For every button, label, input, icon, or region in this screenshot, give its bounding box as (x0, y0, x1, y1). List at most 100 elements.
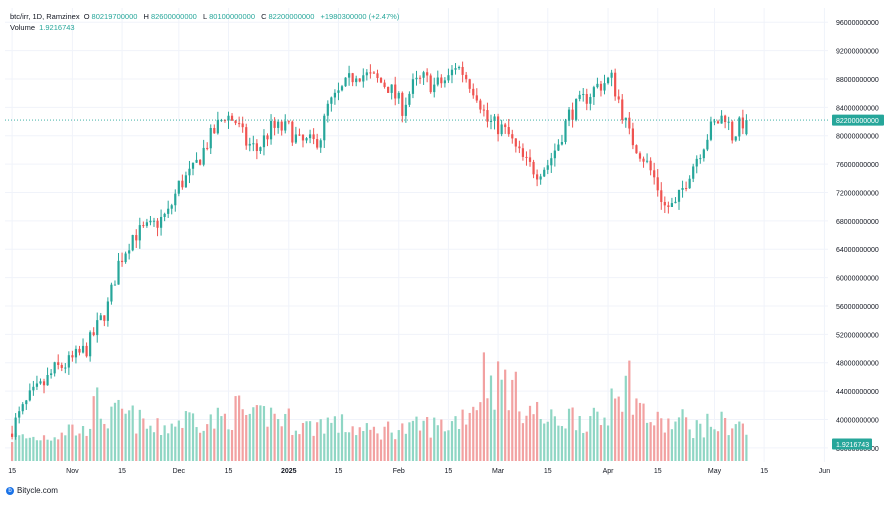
brand-footer[interactable]: b Bitycle.com (6, 486, 58, 495)
current-price-tag (832, 114, 884, 126)
x-tick-label: 15 (118, 468, 126, 475)
volume-bar (163, 425, 166, 461)
candle-body (71, 355, 74, 358)
candle-body (500, 124, 503, 135)
volume-bar (280, 426, 283, 461)
candle-body (578, 94, 581, 99)
volume-bar (553, 416, 556, 461)
x-tick-label: 15 (760, 468, 768, 475)
legend-low: L 80100000000 (202, 12, 255, 21)
candle-body (415, 77, 418, 80)
x-tick-label: Nov (66, 468, 79, 475)
volume-bar (305, 421, 308, 461)
volume-bar (18, 435, 21, 461)
candle-body (103, 315, 106, 321)
volume-bar (681, 409, 684, 461)
volume-bar (248, 413, 251, 461)
volume-bar (713, 429, 716, 461)
candle-body (330, 97, 333, 104)
y-axis[interactable]: 96000000000 92000000000 88000000000 8400000… (832, 20, 884, 453)
volume-bar (50, 440, 53, 461)
volume-bar (42, 435, 46, 461)
volume-bar (184, 411, 188, 461)
candle-body (614, 72, 617, 97)
volume-bar (685, 417, 688, 461)
candle-body (255, 143, 258, 152)
candle-body (745, 120, 748, 135)
candle-body (401, 92, 404, 116)
candle-body (557, 144, 560, 151)
volume-bar (174, 426, 177, 461)
volume-bar (394, 439, 397, 461)
volume-bar (245, 414, 248, 461)
candle-body (479, 100, 482, 110)
candle-body (638, 153, 642, 159)
y-tick-label: 60000000000 (836, 276, 879, 283)
volume-bar (418, 430, 422, 461)
candle-body (340, 86, 344, 91)
volume-bar (514, 371, 517, 461)
y-tick-label: 64000000000 (836, 247, 879, 254)
volume-bar (206, 424, 209, 461)
candle-body (685, 188, 688, 190)
candle-body (259, 147, 262, 152)
volume-bar (284, 413, 287, 461)
candle-body (468, 79, 471, 89)
volume-bar (617, 396, 620, 461)
volume-bar (99, 418, 102, 461)
volume-bar (358, 427, 361, 461)
volume-bar (255, 405, 258, 461)
candle-body (465, 74, 468, 80)
volume-bar (142, 418, 145, 461)
candle-body (209, 127, 212, 149)
candle-body (159, 216, 163, 228)
candle-body (628, 117, 631, 129)
volume-bar (440, 419, 443, 461)
candle-body (277, 121, 280, 128)
candle-body (546, 165, 549, 170)
volume-bar (202, 430, 205, 461)
candle-body (284, 121, 287, 131)
volume-bar (564, 428, 567, 461)
candle-body (181, 180, 184, 188)
volume-bar (330, 422, 333, 461)
candle-body (543, 169, 546, 177)
volume-bar (294, 430, 297, 461)
candle-body (117, 260, 120, 285)
candle-body (724, 115, 727, 123)
y-tick-label: 68000000000 (836, 219, 879, 226)
legend-symbol: btc/irr, 1D, Ramzinex (10, 12, 80, 21)
volume-bar (89, 428, 92, 461)
chart-legend: btc/irr, 1D, Ramzinex O 80219700000 H 8260… (10, 11, 401, 33)
candle-body (78, 348, 81, 353)
x-tick-label: Apr (603, 468, 615, 475)
candle-body (418, 77, 422, 79)
volume-bar (259, 405, 262, 461)
volume-bar (599, 425, 603, 461)
volume-bar (688, 429, 691, 461)
candle-body (642, 158, 645, 162)
volume-bar (64, 435, 67, 461)
candle-body (305, 138, 308, 141)
volume-bar (177, 420, 180, 461)
candle-body (489, 120, 493, 122)
volume-bar (653, 425, 656, 461)
candle-body (482, 109, 486, 111)
volume-bar (511, 379, 514, 461)
volume-bar (53, 437, 56, 461)
volume-bar (493, 409, 496, 461)
volume-bar (557, 425, 560, 461)
x-axis[interactable]: 15 Nov 15 Dec 15 2025 15 Feb 15 Mar 15 Apr 15 May 15 Ju… (8, 468, 830, 475)
candle-body (518, 146, 521, 149)
candle-body (585, 94, 588, 104)
volume-bar (323, 433, 326, 461)
volume-bar (28, 437, 31, 461)
volume-bar (443, 431, 446, 461)
volume-bar (621, 411, 624, 461)
candle-body (379, 78, 383, 83)
volume-bar (241, 409, 244, 461)
volume-bar (128, 410, 131, 461)
volume-bar (287, 408, 290, 461)
